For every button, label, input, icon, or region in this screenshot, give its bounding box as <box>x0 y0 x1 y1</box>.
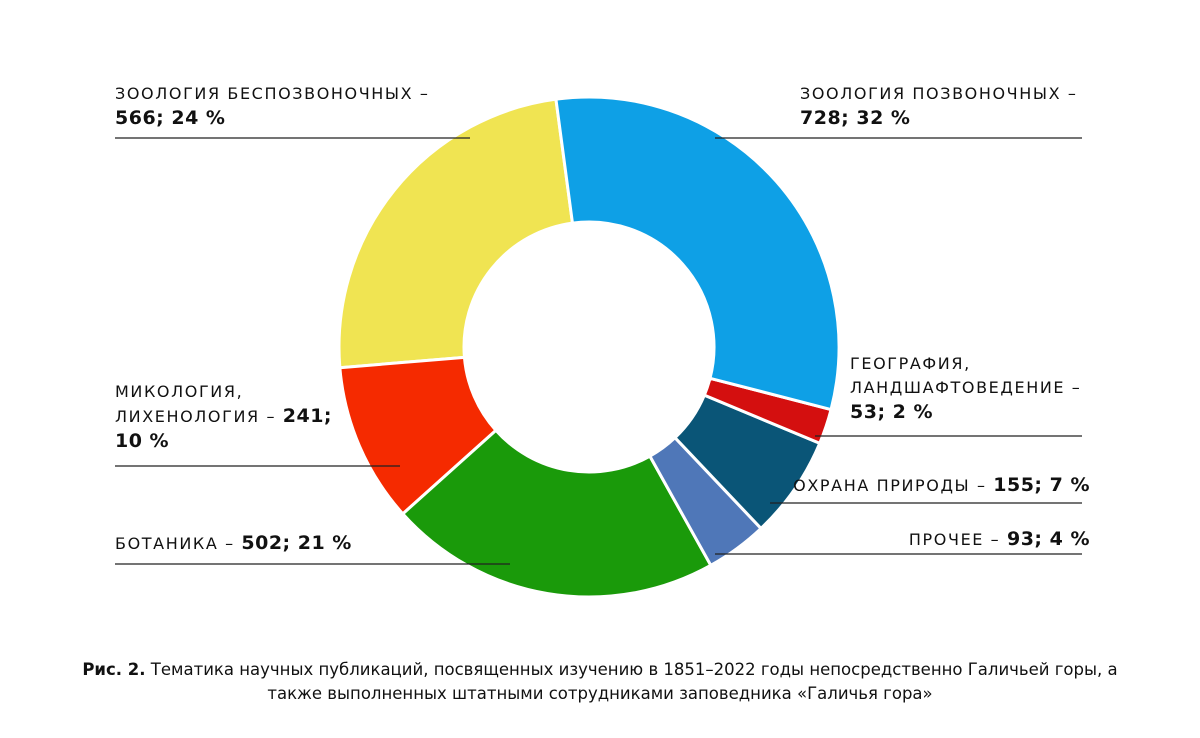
slice-label: БОТАНИКА – 502; 21 % <box>115 531 515 556</box>
donut-slice <box>554 95 841 412</box>
slice-label: ПРОЧЕЕ – 93; 4 % <box>720 527 1090 552</box>
caption: Рис. 2. Тематика научных публикаций, пос… <box>60 658 1140 706</box>
category-label: ОХРАНА ПРИРОДЫ – <box>793 476 987 495</box>
category-label: ЗООЛОГИЯ ПОЗВОНОЧНЫХ – <box>800 84 1078 103</box>
donut-slice <box>400 428 713 599</box>
slice-label: МИКОЛОГИЯ, ЛИХЕНОЛОГИЯ – 241; 10 % <box>115 380 335 454</box>
donut-slice <box>647 435 764 568</box>
category-label: ЗООЛОГИЯ БЕСПОЗВОНОЧНЫХ – <box>115 84 430 103</box>
value-label: 93; 4 % <box>1006 528 1090 550</box>
category-label: БОТАНИКА – <box>115 534 235 553</box>
value-label: 155; 7 % <box>993 474 1090 496</box>
category-label: ПРОЧЕЕ – <box>908 530 1001 549</box>
caption-text: Тематика научных публикаций, посвященных… <box>150 660 1118 703</box>
caption-label: Рис. 2. <box>82 660 146 679</box>
category-label: ГЕОГРАФИЯ, ЛАНДШАФТОВЕДЕНИЕ – <box>850 354 1082 397</box>
category-label: МИКОЛОГИЯ, ЛИХЕНОЛОГИЯ – <box>115 382 277 426</box>
donut-slice <box>337 97 575 370</box>
value-label: 728; 32 % <box>800 107 911 129</box>
slice-label: ЗООЛОГИЯ БЕСПОЗВОНОЧНЫХ – 566; 24 % <box>115 82 435 131</box>
slice-label: ЗООЛОГИЯ ПОЗВОНОЧНЫХ – 728; 32 % <box>800 82 1090 131</box>
value-label: 53; 2 % <box>850 401 934 423</box>
donut-slice <box>338 355 499 516</box>
slice-label: ГЕОГРАФИЯ, ЛАНДШАФТОВЕДЕНИЕ – 53; 2 % <box>850 352 1090 425</box>
value-label: 241; 10 % <box>115 405 333 452</box>
slice-label: ОХРАНА ПРИРОДЫ – 155; 7 % <box>720 473 1090 498</box>
leader-lines <box>115 137 1082 565</box>
value-label: 566; 24 % <box>115 107 226 129</box>
value-label: 502; 21 % <box>241 532 352 554</box>
